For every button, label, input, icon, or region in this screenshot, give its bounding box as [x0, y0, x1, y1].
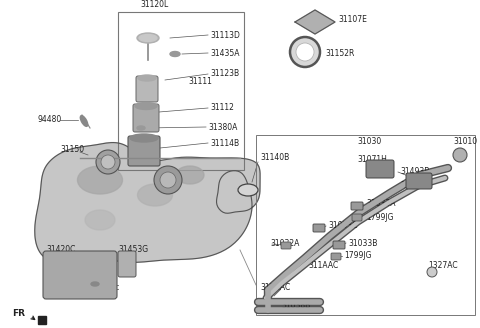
Ellipse shape [80, 116, 88, 126]
Ellipse shape [91, 282, 99, 286]
Text: 1799JG: 1799JG [344, 252, 372, 260]
Text: 31120L: 31120L [141, 0, 169, 9]
FancyBboxPatch shape [333, 241, 345, 249]
Text: 1125KD: 1125KD [400, 181, 430, 191]
Polygon shape [295, 10, 335, 34]
Text: 31380A: 31380A [208, 122, 238, 132]
FancyBboxPatch shape [133, 104, 159, 132]
Text: 311AAC: 311AAC [260, 283, 290, 293]
Bar [38, 316, 46, 324]
Text: 1327AC: 1327AC [92, 285, 119, 291]
Circle shape [427, 267, 437, 277]
Ellipse shape [139, 34, 157, 42]
Text: 31493B: 31493B [400, 168, 430, 176]
Circle shape [160, 172, 176, 188]
Ellipse shape [135, 102, 157, 110]
Text: 1799JG: 1799JG [366, 213, 394, 221]
Ellipse shape [138, 75, 156, 81]
Text: 31113D: 31113D [210, 31, 240, 39]
FancyBboxPatch shape [136, 76, 158, 102]
Text: 31111: 31111 [188, 77, 212, 87]
FancyBboxPatch shape [351, 202, 363, 210]
Circle shape [296, 43, 314, 61]
Text: 31033C: 31033C [328, 221, 358, 231]
Circle shape [154, 166, 182, 194]
Circle shape [101, 155, 115, 169]
Ellipse shape [130, 134, 158, 142]
FancyBboxPatch shape [128, 136, 160, 166]
Text: 31038B: 31038B [281, 300, 311, 310]
Text: 31030: 31030 [357, 136, 381, 146]
Ellipse shape [137, 126, 145, 130]
Bar [256, 135, 475, 315]
Text: FR: FR [12, 309, 25, 318]
Ellipse shape [77, 166, 122, 194]
Ellipse shape [137, 184, 172, 206]
Text: 31123B: 31123B [210, 70, 239, 78]
Text: 31435A: 31435A [210, 49, 240, 57]
FancyBboxPatch shape [331, 253, 341, 260]
Text: 31033A: 31033A [366, 199, 396, 209]
Text: 31453G: 31453G [118, 245, 148, 255]
Text: 31112: 31112 [210, 104, 234, 113]
Circle shape [453, 148, 467, 162]
Text: 31140B: 31140B [260, 153, 289, 161]
FancyArrowPatch shape [31, 316, 35, 319]
Bar [118, 12, 244, 170]
Text: 31150: 31150 [60, 146, 84, 154]
Text: 31071H: 31071H [357, 155, 387, 165]
Text: 31032A: 31032A [270, 239, 300, 249]
FancyBboxPatch shape [281, 242, 291, 249]
Ellipse shape [176, 166, 204, 184]
Ellipse shape [137, 33, 159, 43]
FancyBboxPatch shape [366, 160, 394, 178]
Text: 31010: 31010 [453, 136, 477, 146]
Text: 94480: 94480 [38, 115, 62, 125]
Circle shape [96, 150, 120, 174]
Text: 311AAC: 311AAC [308, 261, 338, 271]
Text: 31114B: 31114B [210, 138, 239, 148]
FancyBboxPatch shape [406, 173, 432, 189]
Text: 31107E: 31107E [338, 15, 367, 25]
FancyBboxPatch shape [313, 224, 325, 232]
FancyBboxPatch shape [352, 214, 362, 221]
Text: 1327AC: 1327AC [428, 261, 457, 271]
Ellipse shape [170, 51, 180, 56]
FancyBboxPatch shape [43, 251, 117, 299]
Text: 31152R: 31152R [325, 50, 354, 58]
Text: 31033B: 31033B [348, 238, 377, 248]
Ellipse shape [85, 210, 115, 230]
FancyBboxPatch shape [118, 251, 136, 277]
Text: 31420C: 31420C [46, 245, 75, 255]
Circle shape [290, 37, 320, 67]
Polygon shape [35, 143, 260, 266]
Ellipse shape [238, 184, 258, 196]
